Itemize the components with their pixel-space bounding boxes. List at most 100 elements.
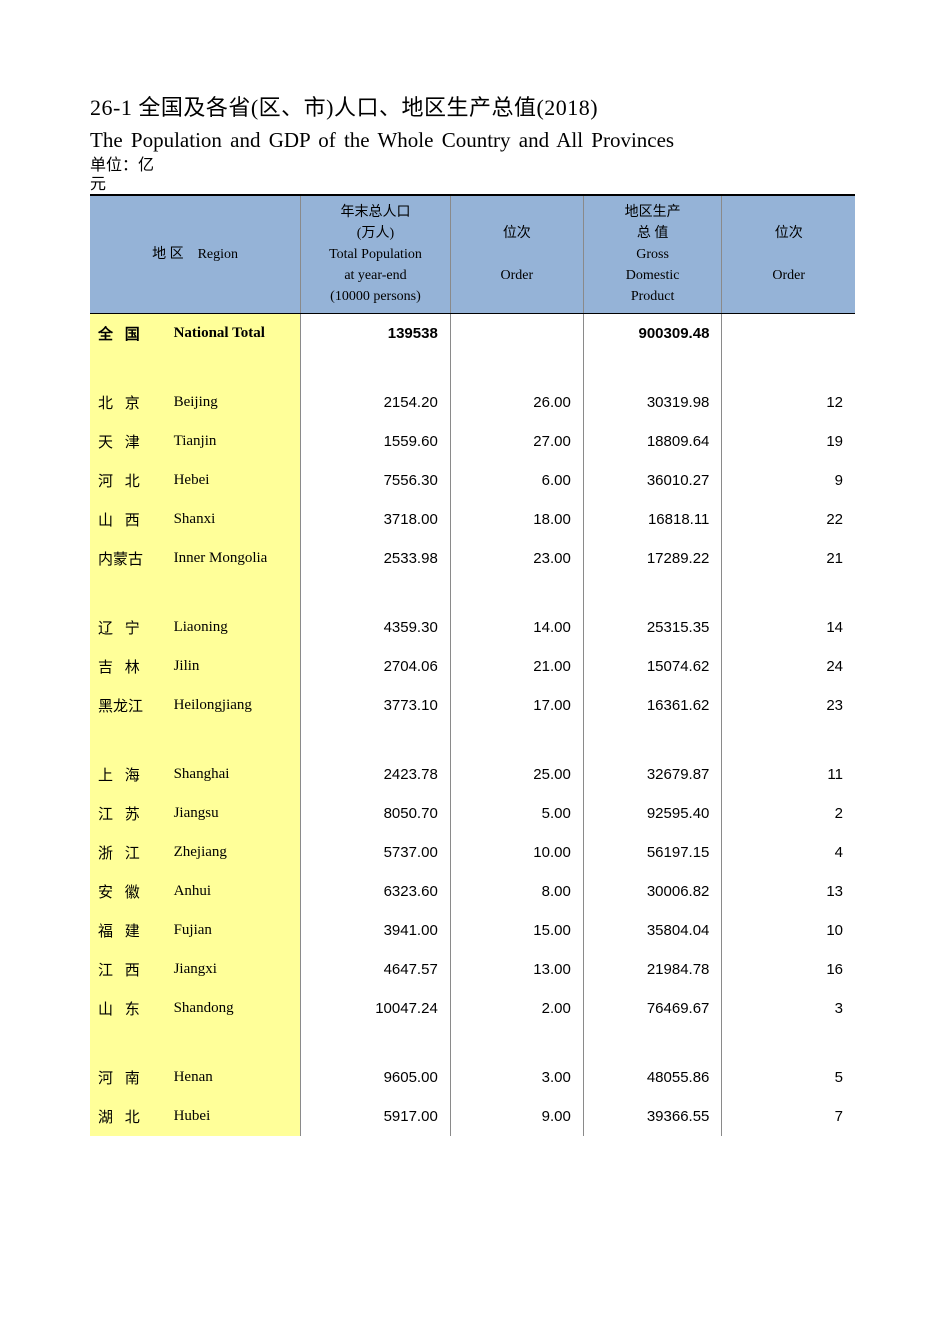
population-cell: 3773.10 [301, 686, 451, 725]
pop-order-cell: 8.00 [450, 872, 583, 911]
table-row: 黑龙江Heilongjiang3773.1017.0016361.6223 [90, 686, 855, 725]
region-en-cell: Henan [168, 1058, 301, 1097]
table-row: 浙 江Zhejiang5737.0010.0056197.154 [90, 833, 855, 872]
pop-order-cell: 5.00 [450, 794, 583, 833]
gdp-order-cell: 11 [722, 755, 855, 794]
region-cn-cell: 河 北 [90, 461, 168, 500]
table-row: 江 苏Jiangsu8050.705.0092595.402 [90, 794, 855, 833]
region-en-cell: Zhejiang [168, 833, 301, 872]
unit-line1: 单位：亿 [90, 157, 855, 175]
gdp-order-cell: 7 [722, 1097, 855, 1136]
gdp-cell: 21984.78 [583, 950, 722, 989]
region-en-cell: Jiangxi [168, 950, 301, 989]
population-cell: 5737.00 [301, 833, 451, 872]
table-row: 天 津Tianjin1559.6027.0018809.6419 [90, 422, 855, 461]
gdp-cell: 92595.40 [583, 794, 722, 833]
gdp-cell: 900309.48 [583, 314, 722, 354]
population-cell: 2533.98 [301, 539, 451, 578]
region-cn-cell: 山 东 [90, 989, 168, 1028]
unit-line2: 元 [90, 176, 855, 194]
region-en-cell: Shanxi [168, 500, 301, 539]
table-row: 安 徽Anhui6323.608.0030006.8213 [90, 872, 855, 911]
population-gdp-table: 地 区 Region 年末总人口 (万人) Total Population a… [90, 194, 855, 1136]
spacer-row [90, 725, 855, 755]
region-cn-cell: 湖 北 [90, 1097, 168, 1136]
population-cell: 2154.20 [301, 383, 451, 422]
table-row: 辽 宁Liaoning4359.3014.0025315.3514 [90, 608, 855, 647]
population-cell: 9605.00 [301, 1058, 451, 1097]
pop-order-cell: 2.00 [450, 989, 583, 1028]
gdp-order-cell: 23 [722, 686, 855, 725]
population-cell: 6323.60 [301, 872, 451, 911]
region-en-cell: National Total [168, 314, 301, 354]
gdp-cell: 39366.55 [583, 1097, 722, 1136]
region-cn-cell: 吉 林 [90, 647, 168, 686]
pop-order-cell: 13.00 [450, 950, 583, 989]
region-cn-cell: 江 苏 [90, 794, 168, 833]
region-en-cell: Jilin [168, 647, 301, 686]
pop-order-cell: 27.00 [450, 422, 583, 461]
population-cell: 8050.70 [301, 794, 451, 833]
gdp-cell: 15074.62 [583, 647, 722, 686]
region-en-cell: Hubei [168, 1097, 301, 1136]
gdp-cell: 32679.87 [583, 755, 722, 794]
table-row: 湖 北Hubei5917.009.0039366.557 [90, 1097, 855, 1136]
table-row: 内蒙古Inner Mongolia2533.9823.0017289.2221 [90, 539, 855, 578]
population-cell: 7556.30 [301, 461, 451, 500]
population-cell: 1559.60 [301, 422, 451, 461]
gdp-order-cell: 21 [722, 539, 855, 578]
population-cell: 5917.00 [301, 1097, 451, 1136]
region-en-cell: Shandong [168, 989, 301, 1028]
spacer-row [90, 578, 855, 608]
table-row: 河 南Henan9605.003.0048055.865 [90, 1058, 855, 1097]
table-row: 全 国National Total139538900309.48 [90, 314, 855, 354]
region-en-cell: Shanghai [168, 755, 301, 794]
gdp-order-cell: 9 [722, 461, 855, 500]
gdp-cell: 35804.04 [583, 911, 722, 950]
gdp-order-cell: 4 [722, 833, 855, 872]
region-cn-cell: 全 国 [90, 314, 168, 354]
gdp-order-cell: 10 [722, 911, 855, 950]
region-cn-cell: 山 西 [90, 500, 168, 539]
table-row: 吉 林Jilin2704.0621.0015074.6224 [90, 647, 855, 686]
gdp-order-cell: 24 [722, 647, 855, 686]
header-row: 地 区 Region 年末总人口 (万人) Total Population a… [90, 195, 855, 314]
gdp-order-cell: 5 [722, 1058, 855, 1097]
region-cn-cell: 北 京 [90, 383, 168, 422]
region-cn-cell: 辽 宁 [90, 608, 168, 647]
gdp-cell: 16818.11 [583, 500, 722, 539]
region-en-cell: Anhui [168, 872, 301, 911]
population-cell: 4359.30 [301, 608, 451, 647]
region-cn-cell: 上 海 [90, 755, 168, 794]
gdp-order-cell: 19 [722, 422, 855, 461]
gdp-order-cell: 3 [722, 989, 855, 1028]
region-en-cell: Liaoning [168, 608, 301, 647]
region-en-cell: Hebei [168, 461, 301, 500]
gdp-cell: 36010.27 [583, 461, 722, 500]
table-row: 山 西Shanxi3718.0018.0016818.1122 [90, 500, 855, 539]
region-cn-cell: 福 建 [90, 911, 168, 950]
pop-order-cell: 25.00 [450, 755, 583, 794]
gdp-order-cell [722, 314, 855, 354]
header-gdp-order: 位次 Order [722, 195, 855, 314]
spacer-row [90, 353, 855, 383]
pop-order-cell: 17.00 [450, 686, 583, 725]
gdp-cell: 30006.82 [583, 872, 722, 911]
gdp-cell: 16361.62 [583, 686, 722, 725]
region-en-cell: Inner Mongolia [168, 539, 301, 578]
pop-order-cell: 3.00 [450, 1058, 583, 1097]
gdp-cell: 18809.64 [583, 422, 722, 461]
population-cell: 4647.57 [301, 950, 451, 989]
table-row: 江 西Jiangxi4647.5713.0021984.7816 [90, 950, 855, 989]
gdp-cell: 17289.22 [583, 539, 722, 578]
header-pop-order: 位次 Order [450, 195, 583, 314]
region-en-cell: Jiangsu [168, 794, 301, 833]
table-row: 北 京Beijing2154.2026.0030319.9812 [90, 383, 855, 422]
gdp-order-cell: 16 [722, 950, 855, 989]
region-cn-cell: 江 西 [90, 950, 168, 989]
region-cn-cell: 浙 江 [90, 833, 168, 872]
population-cell: 2704.06 [301, 647, 451, 686]
pop-order-cell: 14.00 [450, 608, 583, 647]
pop-order-cell: 21.00 [450, 647, 583, 686]
region-cn-cell: 内蒙古 [90, 539, 168, 578]
